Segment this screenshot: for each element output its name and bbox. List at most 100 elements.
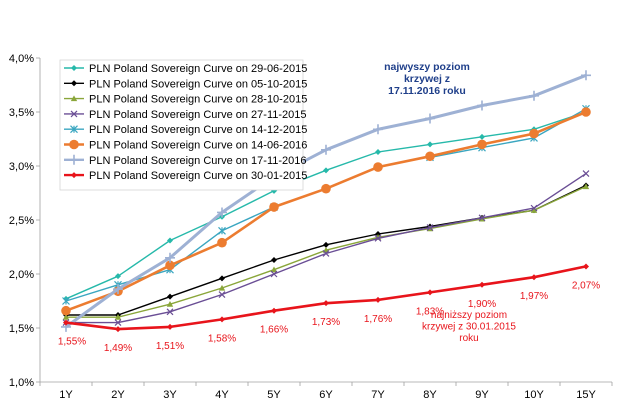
annotation-line: najniższy poziom <box>431 310 507 321</box>
data-point <box>167 293 173 300</box>
y-tick-label: 3,5% <box>9 107 34 119</box>
x-tick-label: 3Y <box>163 389 177 401</box>
y-tick-label: 4,0% <box>9 53 34 65</box>
data-point <box>375 296 381 303</box>
annotation-line: najwyszy poziom <box>384 61 470 73</box>
data-point <box>166 308 174 316</box>
data-point <box>582 170 590 177</box>
x-tick-label: 15Y <box>576 389 596 401</box>
legend-box <box>59 59 304 191</box>
data-point <box>322 250 330 257</box>
data-point <box>115 273 121 280</box>
data-point <box>115 326 121 333</box>
annotation-line: 17.11.2016 roku <box>388 85 466 97</box>
data-point <box>270 266 278 273</box>
data-point <box>478 214 486 222</box>
legend-swatch-marker <box>71 65 77 71</box>
data-point <box>323 167 329 174</box>
legend-item: PLN Poland Sovereign Curve on 28-10-2015 <box>64 94 307 106</box>
y-tick-label: 2,5% <box>9 215 34 227</box>
data-point <box>61 305 71 316</box>
legend-item: PLN Poland Sovereign Curve on 27-11-2015 <box>64 109 307 121</box>
legend-label: PLN Poland Sovereign Curve on 14-06-2016 <box>89 140 307 152</box>
data-point <box>165 252 175 263</box>
data-point <box>63 319 69 326</box>
annotation-line: krzywej z <box>404 73 450 85</box>
x-tick-label: 10Y <box>524 389 544 401</box>
data-point <box>271 256 277 263</box>
data-point <box>427 141 433 148</box>
data-label: 1,66% <box>260 325 288 336</box>
data-point <box>62 314 70 320</box>
legend-label: PLN Poland Sovereign Curve on 28-10-2015 <box>89 94 307 106</box>
annotation-line: roku <box>459 333 478 344</box>
data-point <box>219 275 225 282</box>
data-point <box>427 289 433 296</box>
data-point <box>217 207 227 218</box>
legend-item: PLN Poland Sovereign Curve on 17-11-2016 <box>64 154 307 167</box>
data-point <box>165 260 175 271</box>
legend-swatch-marker <box>71 80 77 87</box>
data-point <box>323 300 329 307</box>
series-lines <box>61 70 591 333</box>
legend-swatch-marker <box>71 172 77 179</box>
data-label: 1,76% <box>364 314 392 325</box>
data-point <box>425 113 435 124</box>
y-tick-label: 2,0% <box>9 269 34 281</box>
axes: 1,0% 1,5% 2,0% 2,5% 3,0% 3,5% 4,0% 1Y 2Y 3Y 4Y 5Y 6Y… <box>9 53 613 401</box>
x-tick-label: 1Y <box>59 389 73 401</box>
legend-label: PLN Poland Sovereign Curve on 05-10-2015 <box>89 78 307 90</box>
legend-item: PLN Poland Sovereign Curve on 30-01-2015 <box>64 170 307 182</box>
legend-label: PLN Poland Sovereign Curve on 30-01-2015 <box>89 170 307 182</box>
data-label: 2,07% <box>572 280 600 291</box>
data-point <box>425 151 435 162</box>
data-point <box>323 241 329 248</box>
legend-label: PLN Poland Sovereign Curve on 29-06-2015 <box>89 63 307 75</box>
series-3 <box>62 183 590 320</box>
data-point <box>479 133 485 140</box>
legend-label: PLN Poland Sovereign Curve on 27-11-2015 <box>89 109 307 121</box>
legend: PLN Poland Sovereign Curve on 29-06-2015… <box>59 59 307 191</box>
data-point <box>271 307 277 314</box>
legend-item: PLN Poland Sovereign Curve on 14-06-2016 <box>64 140 307 152</box>
data-label: 1,55% <box>58 337 86 348</box>
data-point <box>375 148 381 155</box>
data-point <box>373 124 383 135</box>
y-tick-label: 3,0% <box>9 161 34 173</box>
data-labels: 1,55% 1,49% 1,51% 1,58% 1,66% 1,73% 1,76% 1,83%… <box>58 280 600 354</box>
x-tick-label: 4Y <box>215 389 229 401</box>
legend-label: PLN Poland Sovereign Curve on 17-11-2016 <box>89 155 307 167</box>
data-label: 1,83% <box>416 306 444 317</box>
data-point <box>529 90 539 101</box>
legend-item: PLN Poland Sovereign Curve on 14-12-2015 <box>64 124 307 136</box>
data-point <box>269 202 279 212</box>
data-point <box>375 231 381 238</box>
y-tick-label: 1,0% <box>9 377 34 389</box>
data-label: 1,97% <box>520 291 548 302</box>
data-point <box>321 183 331 194</box>
x-tick-label: 9Y <box>475 389 489 401</box>
data-point <box>114 314 122 320</box>
y-tick-label: 1,5% <box>9 323 34 335</box>
data-point <box>62 297 70 305</box>
data-point <box>479 281 485 288</box>
data-point <box>114 319 122 327</box>
legend-swatch-marker <box>70 95 78 102</box>
series-8 <box>63 263 589 333</box>
x-tick-label: 2Y <box>111 389 125 401</box>
data-point <box>218 284 226 291</box>
data-point <box>426 224 434 231</box>
data-point <box>477 139 487 150</box>
data-point <box>167 323 173 330</box>
data-point <box>529 128 539 139</box>
data-point <box>530 207 538 213</box>
data-point <box>581 70 591 81</box>
data-point <box>530 204 538 212</box>
data-point <box>581 107 591 117</box>
data-point <box>582 183 590 190</box>
annotation-line: krzywej z 30.01.2015 <box>422 322 516 333</box>
data-point <box>113 284 123 295</box>
